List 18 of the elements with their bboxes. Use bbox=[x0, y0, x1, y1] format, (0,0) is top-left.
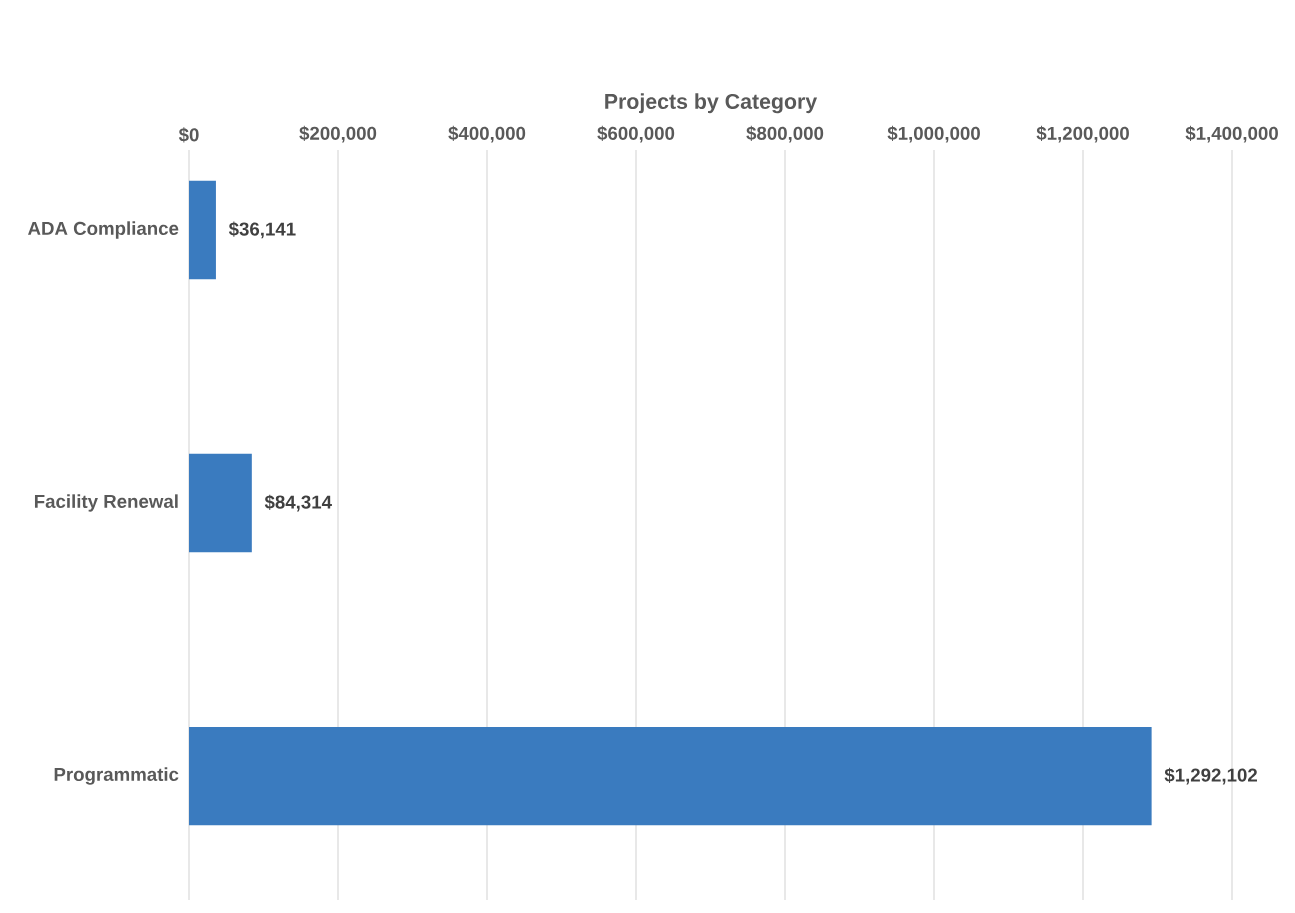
bar bbox=[189, 453, 252, 553]
x-tick-label: $800,000 bbox=[746, 125, 824, 143]
bar bbox=[189, 180, 216, 280]
y-tick-label: Programmatic bbox=[54, 767, 179, 785]
data-label: $36,141 bbox=[228, 221, 296, 239]
bar bbox=[189, 726, 1152, 826]
y-tick-label: ADA Compliance bbox=[27, 221, 179, 239]
chart-title: Projects by Category bbox=[605, 93, 818, 114]
data-label: $1,292,102 bbox=[1164, 767, 1257, 785]
x-tick-label: $1,000,000 bbox=[887, 125, 980, 143]
x-tick-label: $400,000 bbox=[448, 125, 526, 143]
x-tick-label: $600,000 bbox=[597, 125, 675, 143]
x-tick-label: $1,200,000 bbox=[1036, 125, 1129, 143]
y-tick-label: Facility Renewal bbox=[34, 494, 178, 512]
x-tick-label: $200,000 bbox=[299, 125, 377, 143]
x-tick-label: $0 bbox=[178, 127, 199, 143]
x-tick-label: $1,400,000 bbox=[1185, 125, 1278, 143]
data-label: $84,314 bbox=[264, 494, 332, 512]
